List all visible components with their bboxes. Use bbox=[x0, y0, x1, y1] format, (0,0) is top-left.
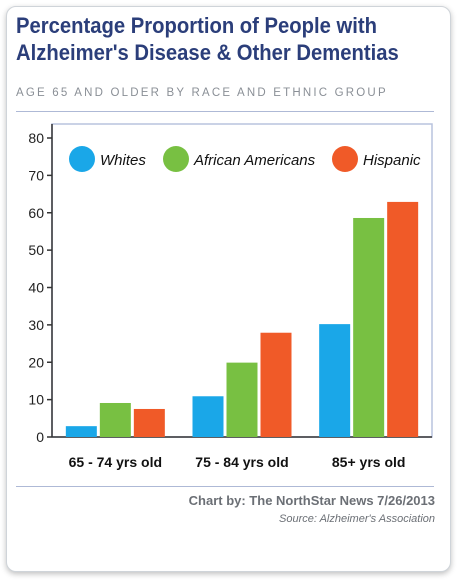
y-tick-label: 60 bbox=[28, 205, 44, 221]
chart-title-line-1: Percentage Proportion of People with bbox=[16, 13, 377, 38]
legend-swatch-hispanic bbox=[332, 146, 358, 172]
legend-label: Whites bbox=[100, 152, 146, 169]
legend-swatch-african-americans bbox=[163, 146, 189, 172]
y-tick-label: 30 bbox=[28, 317, 44, 333]
bar-african-americans bbox=[99, 402, 131, 437]
y-tick-label: 0 bbox=[36, 429, 44, 445]
legend-label: African Americans bbox=[193, 152, 316, 169]
chart-title: Percentage Proportion of People with Alz… bbox=[16, 12, 402, 66]
chart-credit: Chart by: The NorthStar News 7/26/2013 bbox=[188, 493, 435, 508]
x-category-label: 65 - 74 yrs old bbox=[69, 454, 162, 470]
bar-hispanic bbox=[260, 332, 292, 437]
bar-african-americans bbox=[353, 217, 385, 437]
x-category-label: 85+ yrs old bbox=[332, 454, 406, 470]
y-tick-label: 20 bbox=[28, 354, 44, 370]
top-divider bbox=[16, 111, 434, 112]
y-tick-label: 70 bbox=[28, 167, 44, 183]
bottom-divider bbox=[16, 486, 434, 487]
bar-whites bbox=[65, 426, 97, 437]
legend-swatch-whites bbox=[69, 146, 95, 172]
x-category-label: 75 - 84 yrs old bbox=[195, 454, 288, 470]
chart-source: Source: Alzheimer's Association bbox=[279, 513, 435, 525]
bar-hispanic bbox=[133, 408, 165, 437]
legend-label: Hispanic bbox=[363, 152, 421, 169]
bar-whites bbox=[319, 324, 351, 437]
y-tick-label: 10 bbox=[28, 392, 44, 408]
chart-subtitle: AGE 65 AND OLDER BY RACE AND ETHNIC GROU… bbox=[16, 87, 388, 99]
bar-whites bbox=[192, 396, 224, 437]
y-tick-label: 80 bbox=[28, 130, 44, 146]
bar-african-americans bbox=[226, 362, 258, 437]
y-tick-label: 50 bbox=[28, 242, 44, 258]
y-tick-label: 40 bbox=[28, 280, 44, 296]
bar-hispanic bbox=[387, 201, 419, 437]
chart-title-line-2: Alzheimer's Disease & Other Dementias bbox=[16, 40, 399, 65]
